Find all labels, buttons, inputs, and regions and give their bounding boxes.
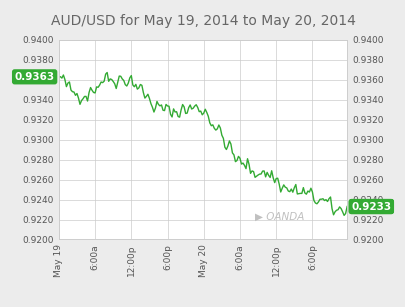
Text: AUD/USD for May 19, 2014 to May 20, 2014: AUD/USD for May 19, 2014 to May 20, 2014 xyxy=(51,14,354,28)
Text: 0.9363: 0.9363 xyxy=(15,72,55,82)
Text: 0.9233: 0.9233 xyxy=(350,201,390,212)
Text: 0.9233: 0.9233 xyxy=(350,201,390,212)
Text: ▶ OANDA: ▶ OANDA xyxy=(254,212,303,222)
